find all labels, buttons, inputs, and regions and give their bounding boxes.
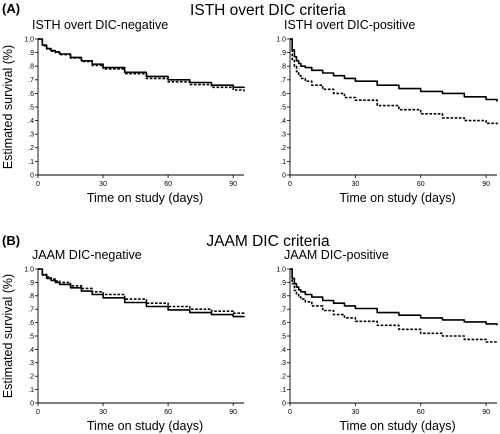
y-tick-label: .6 [28,320,34,327]
x-tick-label: 30 [351,181,359,188]
chart-panel-3: JAAM DIC-negative 0 .1 .2 .3 .4 .5 .6 .7 .8 .9 1.0 0… [1,248,245,433]
y-tick-label: .9 [28,50,34,57]
y-tick-label: 0 [30,400,34,407]
chart-title: ISTH overt DIC-negative [32,18,168,32]
y-tick-label: .7 [28,307,34,314]
x-tick-label: 60 [417,409,425,416]
y-tick-label: .1 [280,159,286,166]
y-tick-label: .8 [280,64,286,71]
x-tick-label: 60 [417,181,425,188]
y-tick-label: 1.0 [276,36,286,43]
section-b-title: JAAM DIC criteria [206,233,330,250]
x-tick-label: 60 [164,181,172,188]
x-axis-title: Time on study (days) [339,419,455,433]
section-a-title: ISTH overt DIC criteria [190,2,346,19]
y-tick-label: 0 [282,172,286,179]
y-tick-label: .3 [280,360,286,367]
y-tick-label: 1.0 [24,266,34,273]
x-tick-label: 30 [99,409,107,416]
y-tick-label: .2 [28,145,34,152]
y-tick-label: .9 [28,280,34,287]
y-tick-label: .6 [280,91,286,98]
y-tick-label: 1.0 [276,266,286,273]
y-tick-label: 1.0 [24,36,34,43]
y-tick-label: 0 [282,400,286,407]
y-tick-label: .1 [28,159,34,166]
x-axis-title: Time on study (days) [339,191,455,205]
y-tick-label: .7 [280,307,286,314]
y-tick-label: .2 [280,145,286,152]
survival-curve-dashed [38,38,245,92]
chart-panel-4: JAAM DIC-positive 0 .1 .2 .3 .4 .5 .6 .7 .8 .9 1.0 0… [276,248,498,433]
survival-curve-solid [290,38,498,102]
x-tick-label: 0 [36,181,40,188]
x-tick-label: 90 [229,181,237,188]
x-axis-title: Time on study (days) [87,191,203,205]
chart-panel-1: ISTH overt DIC-negative 0 .1 .2 .3 .4 .5 .6 .7 .8… [1,18,245,205]
chart-title: JAAM DIC-negative [32,248,142,262]
survival-curve-solid [290,268,498,326]
x-tick-label: 90 [482,409,490,416]
y-tick-label: .8 [280,293,286,300]
y-tick-label: .6 [280,320,286,327]
section-b-letter: (B) [2,233,20,248]
y-tick-label: .4 [28,347,34,354]
y-tick-label: .7 [280,77,286,84]
x-tick-label: 0 [36,409,40,416]
y-tick-label: .3 [28,360,34,367]
chart-title: ISTH overt DIC-positive [284,18,415,32]
y-tick-label: .4 [280,347,286,354]
y-tick-label: .5 [280,333,286,340]
chart-panels: ISTH overt DIC-negative 0 .1 .2 .3 .4 .5 .6 .7 .8… [1,18,498,433]
y-axis-title: Estimated survival (%) [1,274,15,398]
y-tick-label: .4 [280,118,286,125]
y-tick-label: .1 [280,387,286,394]
y-tick-label: .7 [28,77,34,84]
x-tick-label: 30 [351,409,359,416]
x-axis-title: Time on study (days) [87,419,203,433]
y-tick-label: .5 [28,104,34,111]
section-a-letter: (A) [2,1,20,16]
y-tick-label: .9 [280,280,286,287]
survival-curve-dashed [290,38,498,126]
x-tick-label: 90 [229,409,237,416]
x-tick-label: 60 [164,409,172,416]
x-tick-label: 90 [482,181,490,188]
y-tick-label: .4 [28,118,34,125]
chart-title: JAAM DIC-positive [284,248,389,262]
survival-curve-dashed [38,268,245,314]
chart-panel-2: ISTH overt DIC-positive 0 .1 .2 .3 .4 .5 .6 .7 .8… [276,18,498,205]
x-tick-label: 30 [99,181,107,188]
survival-curve-solid [38,38,245,89]
y-tick-label: .8 [28,64,34,71]
y-tick-label: .2 [28,374,34,381]
y-tick-label: .6 [28,91,34,98]
y-tick-label: .5 [280,104,286,111]
y-tick-label: .2 [280,374,286,381]
survival-curve-dashed [290,268,498,344]
y-tick-label: .9 [280,50,286,57]
survival-curve-solid [38,268,245,318]
y-tick-label: .5 [28,333,34,340]
y-axis-title: Estimated survival (%) [1,45,15,169]
y-tick-label: .8 [28,293,34,300]
y-tick-label: .3 [280,132,286,139]
y-tick-label: .1 [28,387,34,394]
y-tick-label: .3 [28,132,34,139]
x-tick-label: 0 [288,181,292,188]
x-tick-label: 0 [288,409,292,416]
y-tick-label: 0 [30,172,34,179]
